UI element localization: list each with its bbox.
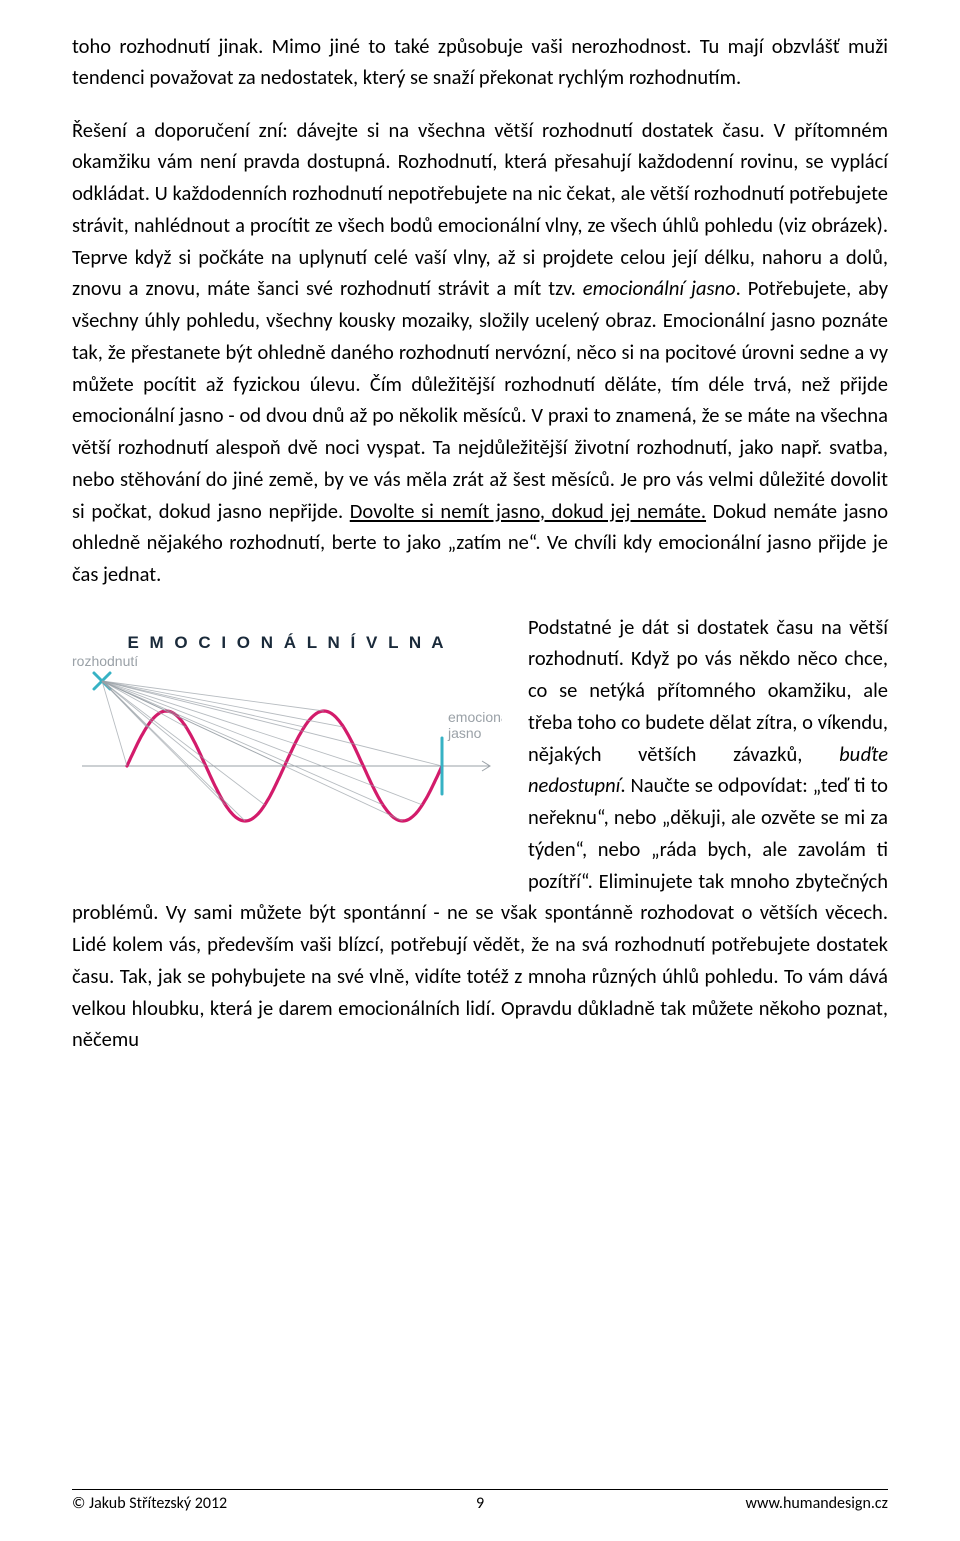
emotional-wave-figure: E M O C I O N Á L N Í V L N Arozhodnutí e… — [72, 616, 502, 871]
footer-url: www.humandesign.cz — [746, 1494, 888, 1513]
page-footer: © Jakub Střítezský 2012 9 www.humandesig… — [72, 1489, 888, 1513]
svg-text:E M O C I O N Á L N Í V L N: E M O C I O N Á L N Í V L N A — [127, 633, 446, 652]
paragraph-2: Řešení a doporučení zní: dávejte si na v… — [72, 115, 888, 591]
wave-diagram-svg: E M O C I O N Á L N Í V L N Arozhodnutí e… — [72, 616, 502, 871]
p2-emph-1: emocionální jasno — [583, 275, 736, 301]
p3-part-a: Podstatné je dát si dostatek času na vět… — [528, 614, 888, 767]
svg-text:emocionální: emocionální — [448, 709, 502, 725]
paragraph-1: toho rozhodnutí jinak. Mimo jiné to také… — [72, 31, 888, 95]
document-page: toho rozhodnutí jinak. Mimo jiné to také… — [0, 0, 960, 1541]
footer-copyright: © Jakub Střítezský 2012 — [72, 1494, 227, 1513]
svg-text:jasno: jasno — [447, 725, 482, 741]
paragraph-3-wrap: E M O C I O N Á L N Í V L N Arozhodnutí e… — [72, 612, 888, 1057]
p2-part-b: . Potřebujete, aby všechny úhly pohledu,… — [72, 275, 888, 523]
p2-part-a: Řešení a doporučení zní: dávejte si na v… — [72, 117, 888, 302]
p2-underline: Dovolte si nemít jasno, dokud jej nemáte… — [350, 498, 706, 524]
footer-page-number: 9 — [476, 1494, 484, 1513]
svg-text:rozhodnutí: rozhodnutí — [72, 653, 138, 669]
